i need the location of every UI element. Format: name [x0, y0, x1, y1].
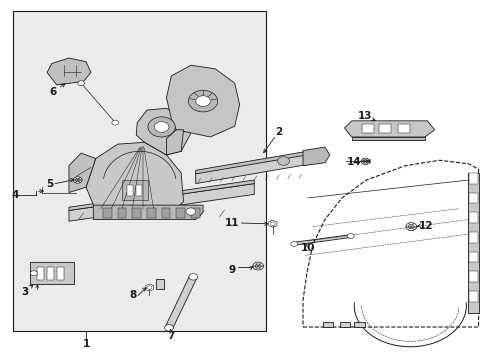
Bar [147, 208, 156, 218]
Bar [361, 125, 373, 134]
Polygon shape [322, 321, 332, 327]
Text: 10: 10 [300, 243, 314, 253]
Text: 3: 3 [21, 287, 29, 297]
Polygon shape [195, 149, 317, 174]
Bar [47, 267, 54, 280]
Polygon shape [195, 152, 317, 184]
Polygon shape [467, 173, 478, 313]
Bar [468, 252, 477, 262]
Bar [161, 208, 170, 218]
Bar [468, 173, 477, 184]
Bar [176, 208, 184, 218]
Text: 13: 13 [357, 111, 372, 121]
Circle shape [112, 120, 119, 125]
Polygon shape [69, 180, 254, 211]
Circle shape [164, 324, 173, 331]
Bar [122, 180, 148, 200]
Bar [118, 208, 126, 218]
Bar [13, 12, 266, 330]
Polygon shape [268, 220, 276, 227]
Text: 1: 1 [82, 339, 89, 349]
Circle shape [188, 90, 217, 112]
Polygon shape [145, 284, 153, 291]
Text: 9: 9 [228, 265, 235, 275]
Text: 11: 11 [224, 218, 239, 228]
Polygon shape [156, 279, 163, 289]
Circle shape [75, 178, 80, 182]
Bar [57, 267, 63, 280]
Bar [468, 291, 477, 302]
Circle shape [78, 81, 84, 86]
Text: 7: 7 [167, 331, 175, 341]
Polygon shape [353, 321, 364, 327]
Polygon shape [93, 205, 203, 220]
Bar [37, 267, 44, 280]
Polygon shape [293, 234, 351, 245]
Circle shape [148, 117, 175, 137]
Circle shape [147, 286, 152, 289]
Polygon shape [351, 137, 424, 140]
Bar [132, 208, 141, 218]
Polygon shape [30, 262, 74, 284]
Bar [190, 208, 199, 218]
Polygon shape [86, 142, 183, 211]
Circle shape [360, 158, 369, 165]
Polygon shape [339, 321, 349, 327]
Circle shape [30, 271, 37, 276]
Circle shape [270, 222, 275, 226]
Bar [378, 125, 390, 134]
Circle shape [195, 96, 210, 107]
Circle shape [407, 224, 413, 229]
Bar [468, 212, 477, 223]
Polygon shape [165, 276, 197, 329]
Text: 12: 12 [418, 221, 433, 231]
Circle shape [277, 157, 289, 165]
Bar [397, 125, 409, 134]
Text: 5: 5 [46, 179, 53, 189]
Circle shape [346, 233, 353, 238]
Bar [468, 271, 477, 282]
Circle shape [362, 159, 367, 163]
Polygon shape [344, 121, 434, 137]
Text: 2: 2 [274, 127, 282, 136]
Bar [468, 232, 477, 243]
Circle shape [290, 241, 297, 246]
Polygon shape [69, 184, 254, 221]
Polygon shape [166, 65, 239, 137]
Circle shape [188, 274, 197, 280]
Bar [136, 185, 142, 196]
Bar [103, 208, 112, 218]
Bar [468, 193, 477, 203]
Polygon shape [69, 153, 96, 193]
Polygon shape [303, 147, 329, 166]
Polygon shape [47, 58, 91, 85]
Text: 4: 4 [11, 190, 19, 200]
Text: 14: 14 [346, 157, 361, 167]
Circle shape [73, 177, 82, 183]
Text: 6: 6 [50, 87, 57, 97]
Circle shape [154, 122, 168, 132]
Circle shape [405, 223, 416, 230]
Polygon shape [166, 130, 183, 155]
Text: 8: 8 [129, 291, 136, 301]
Circle shape [185, 208, 195, 215]
Circle shape [255, 264, 261, 268]
Bar [127, 185, 133, 196]
Circle shape [252, 262, 263, 270]
Polygon shape [136, 108, 190, 155]
